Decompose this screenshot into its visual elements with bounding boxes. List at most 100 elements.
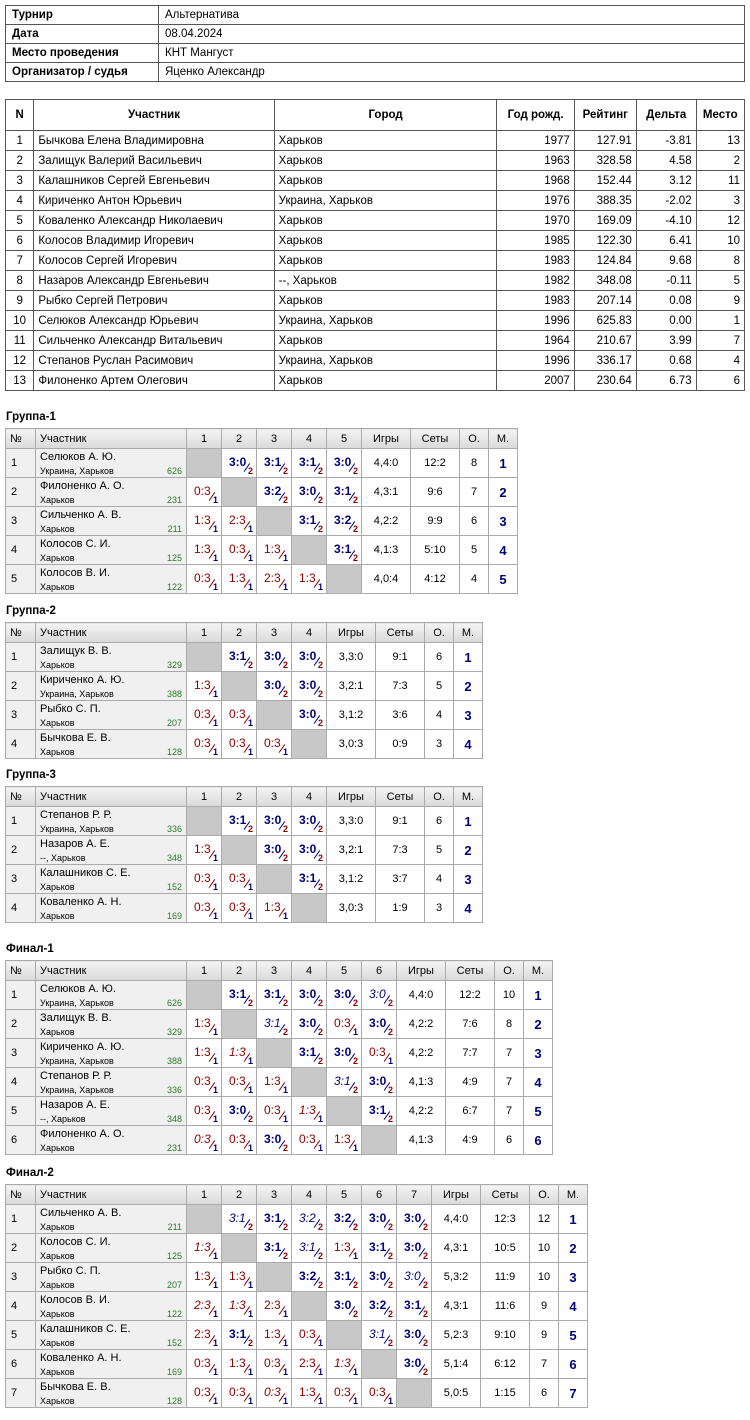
match-score: 3:1 — [229, 1211, 246, 1225]
match-score: 3:0 — [264, 813, 282, 827]
place-cell: 6 — [558, 1349, 588, 1379]
group-table: № Участник 1 2 3 4 5 6 Игры Сеты О. М. 1 Селюков А. Ю… — [5, 960, 553, 1155]
participant-row: 10 Селюков Александр Юрьевич Украина, Харь… — [4, 310, 746, 331]
column-header: N — [4, 99, 35, 131]
group-row: 7 Бычкова Е. В. Харьков 128 0:3 1 0:3 1 0:3 1 1:3 1… — [5, 1378, 588, 1408]
match-result: 0:3 1 — [256, 729, 292, 759]
match-result: 3:2 2 — [291, 1204, 327, 1234]
match-result: 1:3 1 — [221, 1349, 257, 1379]
match-score: 3:1 — [369, 1327, 386, 1341]
match-score: 1:3 — [194, 542, 211, 556]
match-result: 1:3 1 — [186, 671, 222, 701]
info-row: Организатор / судья Яценко Александр — [5, 62, 745, 82]
match-points: 2 — [247, 1222, 253, 1232]
group-row: 2 Назаров А. Е. --, Харьков 348 1:3 1 3:0 2 3:0 2… — [5, 835, 483, 865]
points-cell: 7 — [494, 1096, 524, 1126]
match-score: 0:3 — [264, 1356, 281, 1370]
player-rating: 336 — [166, 824, 182, 834]
match-score: 0:3 — [194, 736, 211, 750]
row-num: 2 — [5, 1009, 36, 1039]
match-points: 1 — [282, 1114, 288, 1124]
match-points: 2 — [422, 1309, 428, 1319]
sets-cell: 7:3 — [375, 835, 425, 865]
match-result: 1:3 1 — [326, 1349, 362, 1379]
group-row: 2 Залищук В. В. Харьков 329 1:3 1 3:1 2 3:0 2 0:3 1… — [5, 1009, 553, 1039]
match-score: 3:0 — [299, 484, 317, 498]
place-cell: 4 — [453, 729, 483, 759]
match-score: 1:3 — [264, 1074, 281, 1088]
player-rating: 169 — [166, 1367, 182, 1377]
participant-cell: 5 — [695, 270, 746, 291]
participant-row: 13 Филоненко Артем Олегович Харьков 2007 230… — [4, 370, 746, 391]
match-result: 1:3 1 — [186, 1233, 222, 1263]
sets-cell: 4:12 — [410, 564, 460, 594]
header-player: Участник — [35, 428, 187, 449]
participant-cell: Харьков — [273, 130, 498, 151]
games-cell: 5,0:5 — [431, 1378, 481, 1408]
group-row: 1 Селюков А. Ю. Украина, Харьков 626 3:1 2 3:1… — [5, 980, 553, 1010]
points-cell: 7 — [529, 1349, 559, 1379]
header-opponent: 5 — [326, 428, 362, 449]
match-score: 1:3 — [194, 1016, 211, 1030]
player-cell: Калашников С. Е. Харьков 152 — [35, 1320, 187, 1350]
player-cell: Рыбко С. П. Харьков 207 — [35, 700, 187, 730]
sets-cell: 9:1 — [375, 806, 425, 836]
match-score: 3:1 — [229, 1327, 247, 1341]
match-points: 2 — [387, 998, 393, 1008]
match-points: 1 — [212, 882, 218, 892]
header-opponent: 4 — [291, 622, 327, 643]
column-header: Место — [695, 99, 746, 131]
player-city: Харьков — [40, 1309, 75, 1319]
participant-cell: 4.58 — [635, 150, 697, 171]
match-score: 3:1 — [299, 871, 317, 885]
match-points: 1 — [317, 1143, 323, 1153]
group-row: 3 Кириченко А. Ю. Украина, Харьков 388 1:3 1 1… — [5, 1038, 553, 1068]
match-result: 3:1 2 — [221, 806, 257, 836]
points-cell: 8 — [459, 448, 489, 478]
player-name: Сильченко А. В. — [40, 509, 122, 521]
match-score: 0:3 — [194, 707, 211, 721]
place-cell: 3 — [558, 1262, 588, 1292]
player-name: Степанов Р. Р. — [40, 809, 112, 821]
participant-cell: 388.35 — [573, 190, 637, 211]
header-place: М. — [453, 622, 483, 643]
match-score: 3:1 — [299, 455, 317, 469]
games-cell: 4,2:2 — [396, 1038, 446, 1068]
match-result: 3:1 2 — [256, 980, 292, 1010]
match-points: 1 — [282, 1396, 288, 1406]
match-score: 3:0 — [299, 649, 317, 663]
participant-cell: 6.73 — [635, 370, 697, 391]
header-opponent: 3 — [256, 1184, 292, 1205]
place-cell: 2 — [453, 671, 483, 701]
points-cell: 10 — [529, 1233, 559, 1263]
player-cell: Филоненко А. О. Харьков 231 — [35, 477, 187, 507]
participant-cell: 9 — [695, 290, 746, 311]
row-num: 4 — [5, 535, 36, 565]
column-header: Дельта — [635, 99, 697, 131]
participant-cell: -3.81 — [635, 130, 697, 151]
column-header: Рейтинг — [573, 99, 637, 131]
participant-cell: Калашников Сергей Евгеньевич — [33, 170, 275, 191]
match-score: 3:0 — [334, 455, 352, 469]
place-cell: 7 — [558, 1378, 588, 1408]
header-points: О. — [424, 786, 454, 807]
header-opponent: 3 — [256, 960, 292, 981]
player-name: Селюков А. Ю. — [40, 983, 116, 995]
sets-cell: 3:6 — [375, 700, 425, 730]
row-num: 2 — [5, 835, 36, 865]
match-score: 0:3 — [194, 900, 211, 914]
player-city: Украина, Харьков — [40, 689, 114, 699]
match-points: 1 — [317, 1396, 323, 1406]
player-rating: 329 — [166, 660, 182, 670]
match-points: 1 — [247, 911, 253, 921]
match-points: 1 — [282, 1085, 288, 1095]
games-cell: 3,0:3 — [326, 893, 376, 923]
match-points: 2 — [317, 998, 323, 1008]
participant-row: 8 Назаров Александр Евгеньевич --, Харьков… — [4, 270, 746, 291]
match-result: 0:3 1 — [326, 1009, 362, 1039]
match-score: 0:3 — [229, 736, 246, 750]
place-cell: 6 — [523, 1125, 553, 1155]
participant-row: 5 Коваленко Александр Николаевич Харьков 19… — [4, 210, 746, 231]
match-result: 0:3 1 — [291, 1125, 327, 1155]
player-rating: 122 — [166, 1309, 182, 1319]
